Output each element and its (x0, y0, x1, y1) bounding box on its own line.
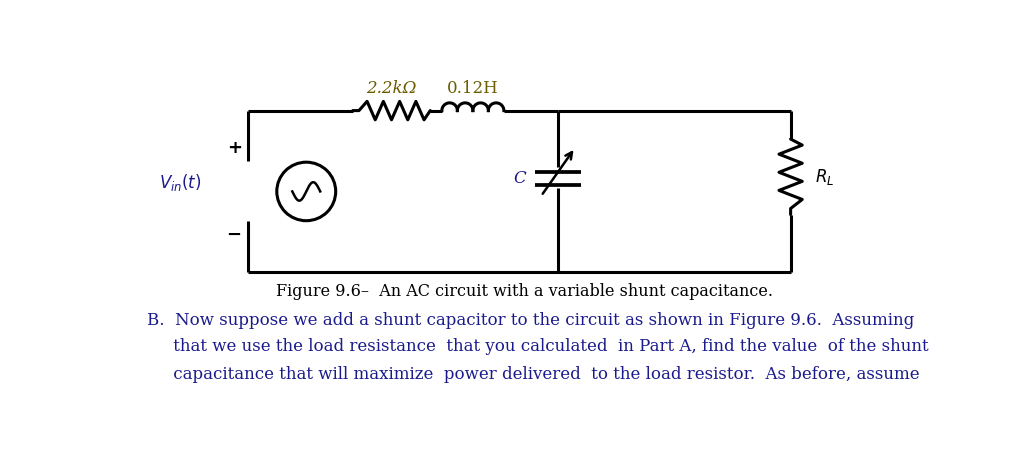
Text: −: − (226, 226, 242, 244)
Text: C: C (513, 170, 525, 187)
Text: 0.12H: 0.12H (447, 80, 499, 97)
Text: B.  Now suppose we add a shunt capacitor to the circuit as shown in Figure 9.6. : B. Now suppose we add a shunt capacitor … (147, 312, 914, 329)
Text: capacitance that will maximize  power delivered  to the load resistor.  As befor: capacitance that will maximize power del… (147, 366, 920, 383)
Text: $V_{in}(t)$: $V_{in}(t)$ (159, 171, 202, 193)
Text: $R_L$: $R_L$ (815, 167, 835, 187)
Text: 2.2kΩ: 2.2kΩ (367, 80, 417, 97)
Text: +: + (226, 139, 242, 158)
Text: that we use the load resistance  that you calculated  in Part A, find the value : that we use the load resistance that you… (147, 338, 929, 356)
Text: Figure 9.6–  An AC circuit with a variable shunt capacitance.: Figure 9.6– An AC circuit with a variabl… (276, 283, 773, 300)
